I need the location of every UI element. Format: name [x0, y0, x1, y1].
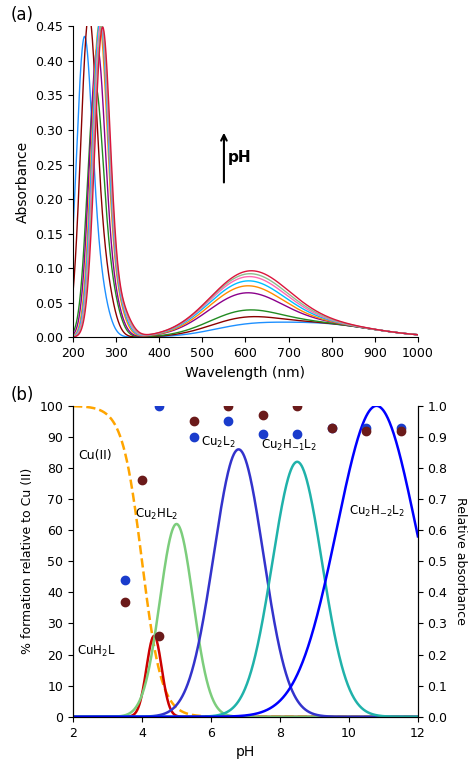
Text: Cu$_2$H$_{-1}$L$_2$: Cu$_2$H$_{-1}$L$_2$	[261, 438, 317, 453]
Y-axis label: Relative absorbance: Relative absorbance	[454, 497, 467, 625]
Y-axis label: Absorbance: Absorbance	[16, 141, 30, 223]
Text: Cu$_2$L$_2$: Cu$_2$L$_2$	[201, 435, 235, 450]
Text: (b): (b)	[11, 385, 35, 404]
Text: (a): (a)	[11, 6, 34, 24]
Text: Cu$_2$H$_{-2}$L$_2$: Cu$_2$H$_{-2}$L$_2$	[349, 504, 405, 519]
Text: pH: pH	[228, 150, 252, 165]
Text: Cu(II): Cu(II)	[78, 449, 112, 462]
X-axis label: pH: pH	[236, 745, 255, 759]
Text: CuH$_2$L: CuH$_2$L	[76, 643, 115, 659]
X-axis label: Wavelength (nm): Wavelength (nm)	[185, 365, 305, 379]
Text: Cu$_2$HL$_2$: Cu$_2$HL$_2$	[135, 507, 178, 522]
Y-axis label: % formation relative to Cu (II): % formation relative to Cu (II)	[21, 468, 34, 654]
